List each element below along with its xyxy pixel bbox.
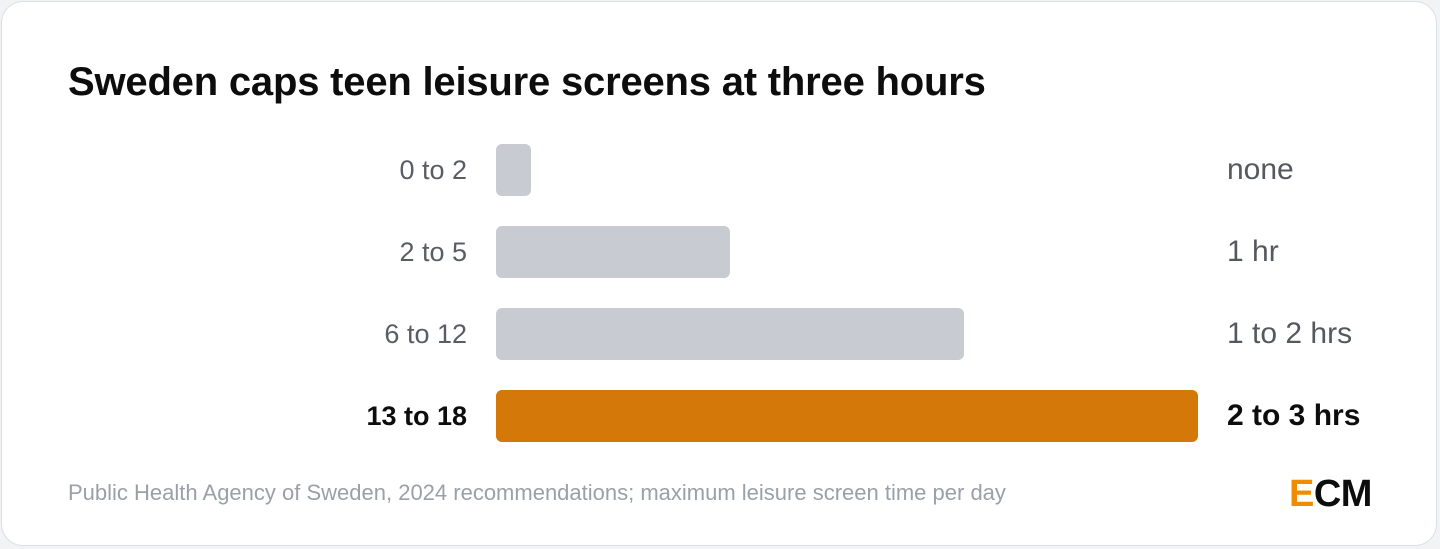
- value-label: none: [1227, 153, 1294, 186]
- category-label: 2 to 5: [399, 237, 467, 267]
- source-note: Public Health Agency of Sweden, 2024 rec…: [68, 480, 1006, 505]
- chart-title: Sweden caps teen leisure screens at thre…: [68, 60, 986, 104]
- category-label: 6 to 12: [384, 319, 467, 349]
- bar: [496, 308, 964, 360]
- bar: [496, 226, 730, 278]
- category-label: 0 to 2: [399, 155, 467, 185]
- value-label: 2 to 3 hrs: [1227, 399, 1361, 432]
- category-label: 13 to 18: [366, 401, 467, 431]
- logo-rest-letters: CM: [1313, 473, 1373, 515]
- bar: [496, 144, 531, 196]
- brand-logo: ECM: [1289, 473, 1372, 516]
- bar: [496, 390, 1198, 442]
- value-label: 1 to 2 hrs: [1227, 317, 1353, 350]
- value-label: 1 hr: [1227, 235, 1279, 268]
- logo-accent-letter: E: [1289, 473, 1314, 515]
